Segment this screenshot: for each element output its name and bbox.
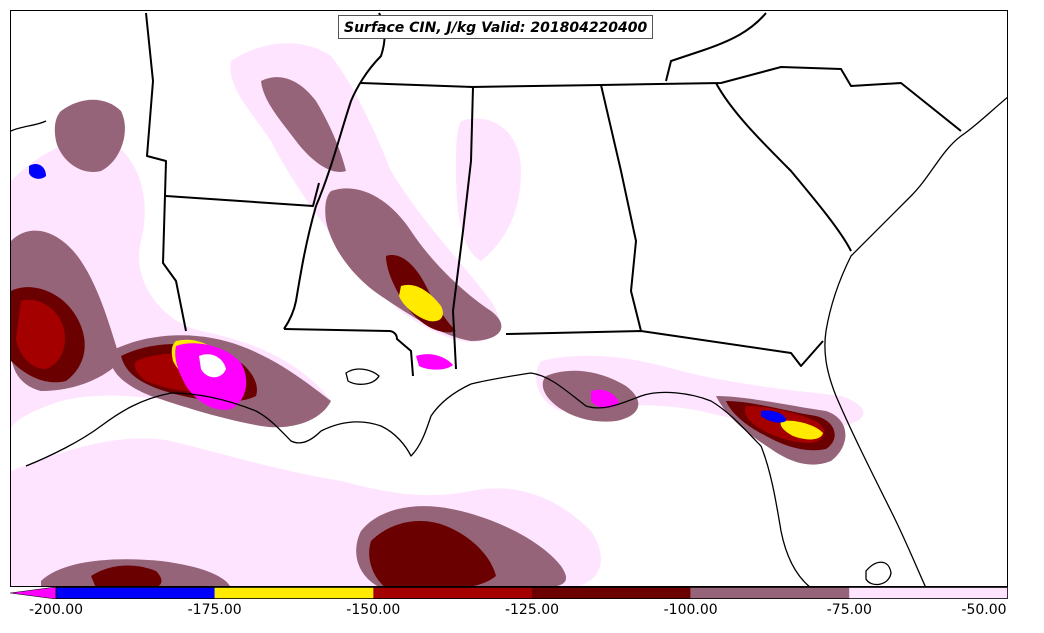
colorbar-tick-label: -100.00: [663, 602, 718, 618]
colorbar-bin: [56, 587, 215, 599]
colorbar-border: [55, 587, 1008, 599]
arkansas-border: [165, 182, 320, 207]
colorbar-bin: [214, 587, 374, 599]
map-panel: [10, 10, 1008, 587]
cin-shading: [11, 43, 864, 586]
cin-mauve-mississippi: [325, 188, 502, 341]
colorbar-tick-label: -125.00: [504, 602, 560, 618]
gulf-coast-louisiana: [320, 383, 472, 457]
colorbar-bin: [532, 587, 691, 599]
cin-red-texas: [16, 299, 66, 369]
cin-mauve-nw: [54, 99, 125, 172]
atlantic-coast: [824, 96, 1007, 586]
cin-darkred-gulf: [369, 521, 496, 586]
cin-white-hole: [199, 354, 226, 378]
cin-map: [11, 12, 1007, 586]
texas-oklahoma-border: [145, 12, 187, 332]
map-title: Surface CIN, J/kg Valid: 201804220400: [338, 15, 654, 39]
cin-light-mid: [456, 118, 521, 261]
cin-mauve-panhandle: [542, 370, 639, 422]
mississippi-river-lower: [283, 205, 317, 330]
cin-mauve-ark: [261, 77, 346, 172]
cin-yellow-miss: [399, 284, 443, 322]
colorbar-under-triangle: [10, 587, 57, 599]
colorbar: [10, 587, 1008, 599]
tn-nc-top: [470, 66, 962, 132]
coastlines: [11, 96, 1007, 586]
cin-magenta-miss: [416, 354, 453, 370]
lake-okeechobee: [865, 561, 892, 586]
cin-blue-nw: [29, 164, 46, 179]
cin-blue-florida: [761, 410, 786, 423]
colorbar-tick-label: -75.00: [826, 602, 872, 618]
gulf-coast-texas: [25, 392, 322, 467]
al-fl-border: [505, 330, 824, 367]
colorbar-tick-label: -150.00: [346, 602, 401, 618]
gulf-coast-east: [470, 372, 762, 447]
great-lakes-edge: [11, 120, 47, 132]
colorbar-bin: [690, 587, 850, 599]
colorbar-tick-label: -175.00: [187, 602, 242, 618]
arkansas-top: [360, 82, 474, 88]
colorbar-bin: [849, 587, 1008, 599]
ga-sc-border: [715, 82, 852, 252]
louisiana-border: [283, 328, 414, 377]
colorbar-tick-label: -50.00: [961, 602, 1007, 618]
colorbar-bin: [373, 587, 532, 599]
al-ga-border: [600, 84, 642, 332]
lake-pontchartrain: [345, 368, 380, 385]
cin-magenta-panhandle: [591, 389, 619, 409]
ms-al-border: [452, 86, 474, 370]
boundaries: [145, 12, 962, 377]
cin-darkred-southwest: [91, 565, 162, 586]
cin-yellow-florida: [780, 420, 823, 440]
virginia-top: [665, 12, 767, 82]
colorbar-tick-label: -200.00: [28, 602, 84, 618]
florida-west-coast: [760, 445, 810, 586]
